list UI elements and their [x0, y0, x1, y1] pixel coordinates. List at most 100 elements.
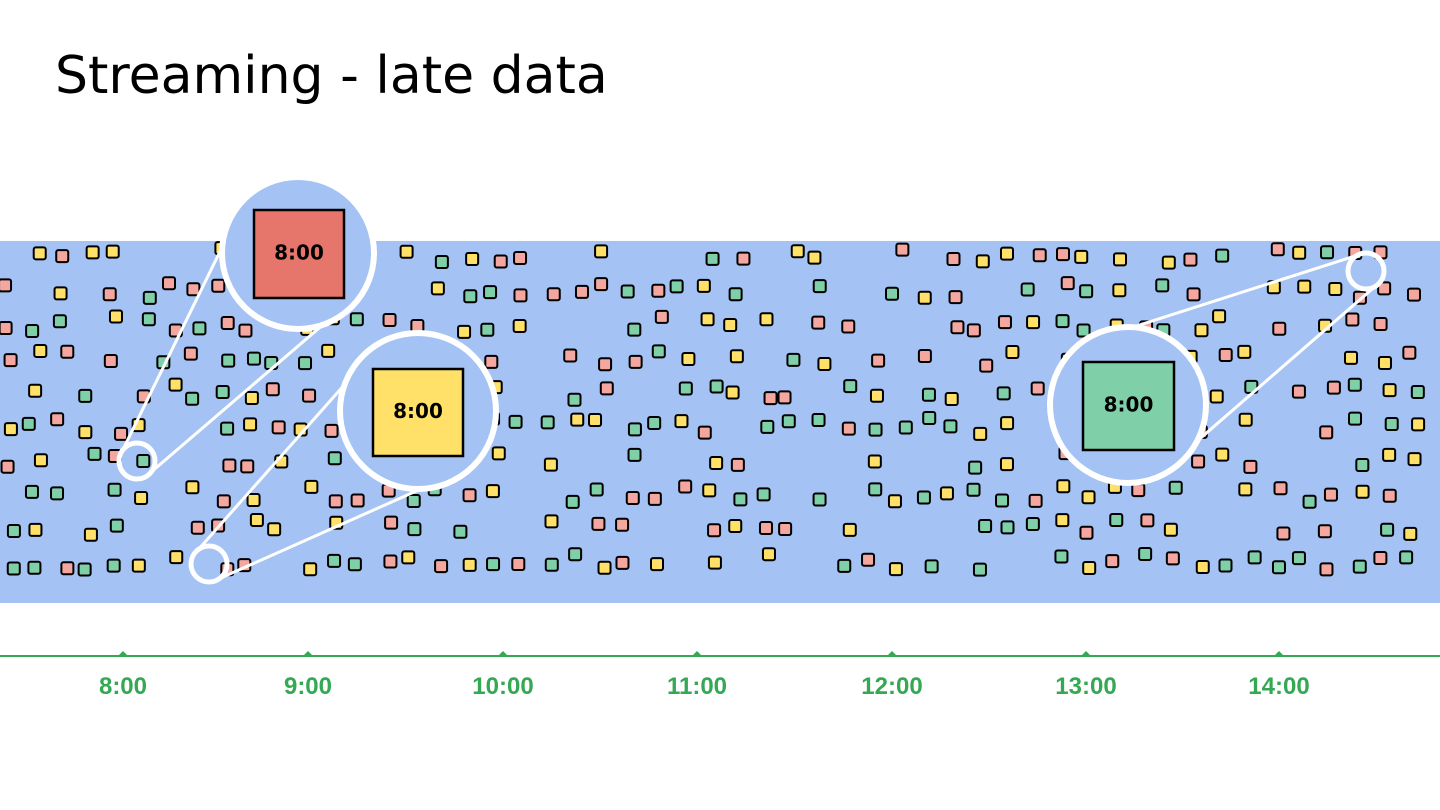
event [697, 425, 712, 440]
event [401, 550, 416, 565]
event [327, 553, 342, 568]
event [1317, 524, 1332, 539]
event [1000, 520, 1015, 535]
event [484, 354, 499, 369]
event [924, 559, 939, 574]
event [1112, 283, 1127, 298]
event [0, 278, 13, 293]
tick [498, 651, 508, 656]
event [1406, 287, 1421, 302]
event [950, 320, 965, 335]
event [493, 254, 508, 269]
event [1074, 249, 1089, 264]
event [430, 281, 445, 296]
event [700, 312, 715, 327]
event [730, 457, 745, 472]
event [1348, 411, 1363, 426]
event [1183, 252, 1198, 267]
callouts: 8:00 8:00 8:00 [116, 174, 1387, 585]
event [1270, 242, 1285, 257]
event [1407, 452, 1422, 467]
event [948, 290, 963, 305]
event [1291, 384, 1306, 399]
event [996, 386, 1011, 401]
event [1215, 248, 1230, 263]
zoom-event [252, 208, 346, 300]
zoom-source [116, 440, 158, 482]
event [669, 279, 684, 294]
event [1215, 447, 1230, 462]
event [134, 491, 149, 506]
event [628, 354, 643, 369]
event [997, 315, 1012, 330]
event [1243, 459, 1258, 474]
event [999, 246, 1014, 261]
event [760, 419, 775, 434]
event [220, 315, 235, 330]
event [406, 494, 421, 509]
event [434, 559, 449, 574]
event [1060, 276, 1075, 291]
time-label: 11:00 [667, 673, 727, 700]
event [627, 322, 642, 337]
event [654, 309, 669, 324]
event [3, 353, 18, 368]
event [570, 412, 585, 427]
timeline-ticks: 8:00 9:00 10:00 11:00 12:00 13:00 14:00 [99, 651, 1310, 700]
event [511, 556, 526, 571]
event [1032, 248, 1047, 263]
event [190, 520, 205, 535]
event [1138, 547, 1153, 562]
event [733, 492, 748, 507]
event [627, 422, 642, 437]
event [1319, 425, 1334, 440]
event [777, 390, 792, 405]
event [1218, 348, 1233, 363]
event [709, 456, 724, 471]
event [1054, 549, 1069, 564]
event [1005, 345, 1020, 360]
event [240, 459, 255, 474]
event [162, 276, 177, 291]
event [568, 547, 583, 562]
event [869, 388, 884, 403]
time-label: 12:00 [861, 673, 922, 700]
event [222, 458, 237, 473]
event [1155, 278, 1170, 293]
event [594, 277, 609, 292]
time-label: 10:00 [472, 673, 533, 700]
event [33, 453, 48, 468]
event [620, 284, 635, 299]
event [1373, 550, 1388, 565]
event [265, 382, 280, 397]
event [6, 524, 21, 539]
event [921, 387, 936, 402]
event [781, 414, 796, 429]
event [723, 317, 738, 332]
event [1238, 412, 1253, 427]
event [249, 513, 264, 528]
event [131, 558, 146, 573]
event [728, 287, 743, 302]
event [916, 490, 931, 505]
event [728, 518, 743, 533]
event [1328, 282, 1343, 297]
event [382, 312, 397, 327]
event [1218, 558, 1233, 573]
event [60, 561, 75, 576]
event [1402, 345, 1417, 360]
event [1195, 559, 1210, 574]
event [868, 482, 883, 497]
event [21, 416, 36, 431]
event [33, 343, 48, 358]
event [244, 390, 259, 405]
event [192, 321, 207, 336]
event [185, 391, 200, 406]
event [895, 242, 910, 257]
event [1168, 480, 1183, 495]
event [1373, 317, 1388, 332]
event [817, 357, 832, 372]
event [1186, 287, 1201, 302]
event [544, 514, 559, 529]
